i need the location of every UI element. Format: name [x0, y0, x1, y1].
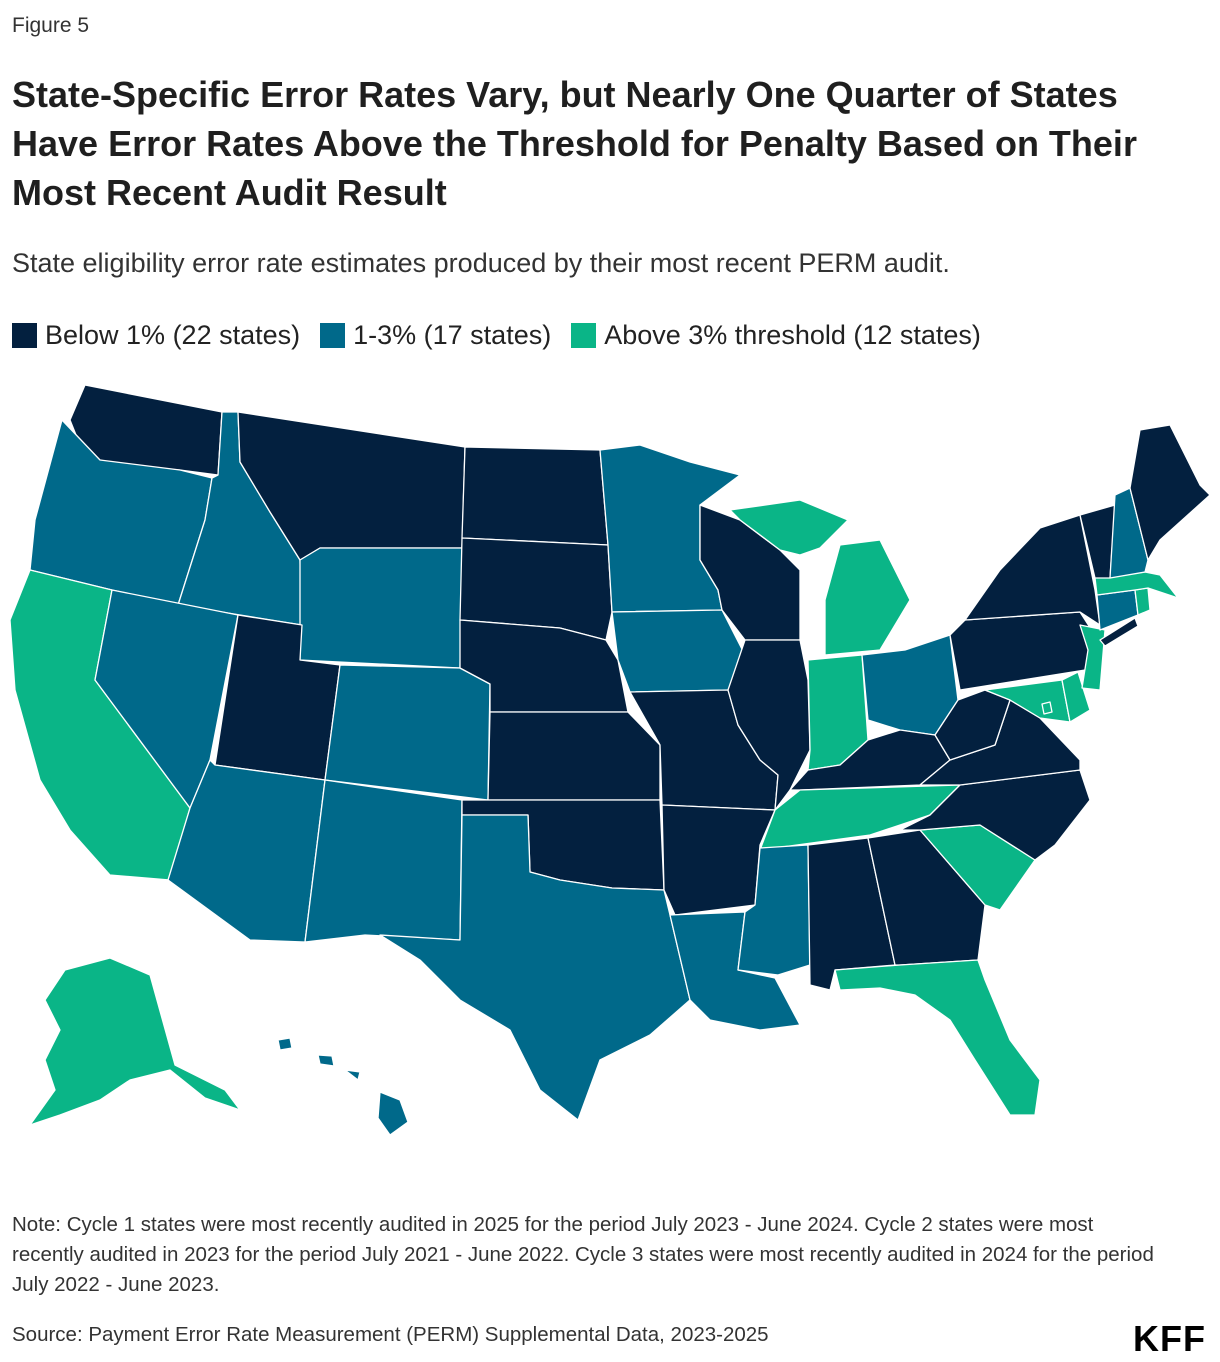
legend-swatch-below-1 [12, 323, 37, 348]
state-nh[interactable] [1109, 487, 1149, 579]
state-co[interactable] [324, 664, 491, 801]
note-text: Note: Cycle 1 states were most recently … [12, 1213, 1154, 1296]
legend-item-below-1: Below 1% (22 states) [12, 320, 300, 351]
chart-title: State-Specific Error Rates Vary, but Nea… [12, 74, 1137, 213]
figure-label: Figure 5 [12, 14, 90, 37]
legend-label-below-1: Below 1% (22 states) [45, 320, 301, 350]
state-ri[interactable] [1134, 587, 1151, 616]
state-az[interactable] [167, 759, 326, 943]
legend-item-above-3: Above 3% threshold (12 states) [571, 320, 981, 351]
state-mi[interactable] [729, 499, 911, 656]
state-ak[interactable] [29, 957, 241, 1126]
kff-logo: KFF [1133, 1318, 1206, 1359]
legend-swatch-1-3 [320, 323, 346, 348]
state-tx[interactable] [379, 814, 691, 1121]
state-hi[interactable] [277, 1037, 409, 1136]
state-nd[interactable] [461, 446, 609, 546]
state-me[interactable] [1129, 424, 1211, 561]
legend-swatch-above-3 [571, 323, 597, 348]
source-text: Source: Payment Error Rate Measurement (… [12, 1323, 769, 1346]
state-de[interactable] [1061, 671, 1091, 723]
state-ny[interactable] [964, 514, 1139, 647]
state-dc[interactable] [1041, 701, 1053, 715]
legend-label-1-3: 1-3% (17 states) [353, 320, 552, 350]
legend-item-1-3: 1-3% (17 states) [320, 320, 551, 351]
legend: Below 1% (22 states) 1-3% (17 states) Ab… [12, 320, 981, 351]
state-fl[interactable] [834, 959, 1041, 1116]
state-nm[interactable] [304, 779, 463, 943]
state-ks[interactable] [487, 711, 661, 801]
state-ia[interactable] [611, 609, 746, 693]
legend-label-above-3: Above 3% threshold (12 states) [604, 320, 981, 350]
state-wy[interactable] [299, 547, 463, 669]
us-states-map [9, 384, 1211, 1136]
chart-subtitle: State eligibility error rate estimates p… [12, 248, 950, 278]
state-ma[interactable] [1094, 571, 1179, 599]
